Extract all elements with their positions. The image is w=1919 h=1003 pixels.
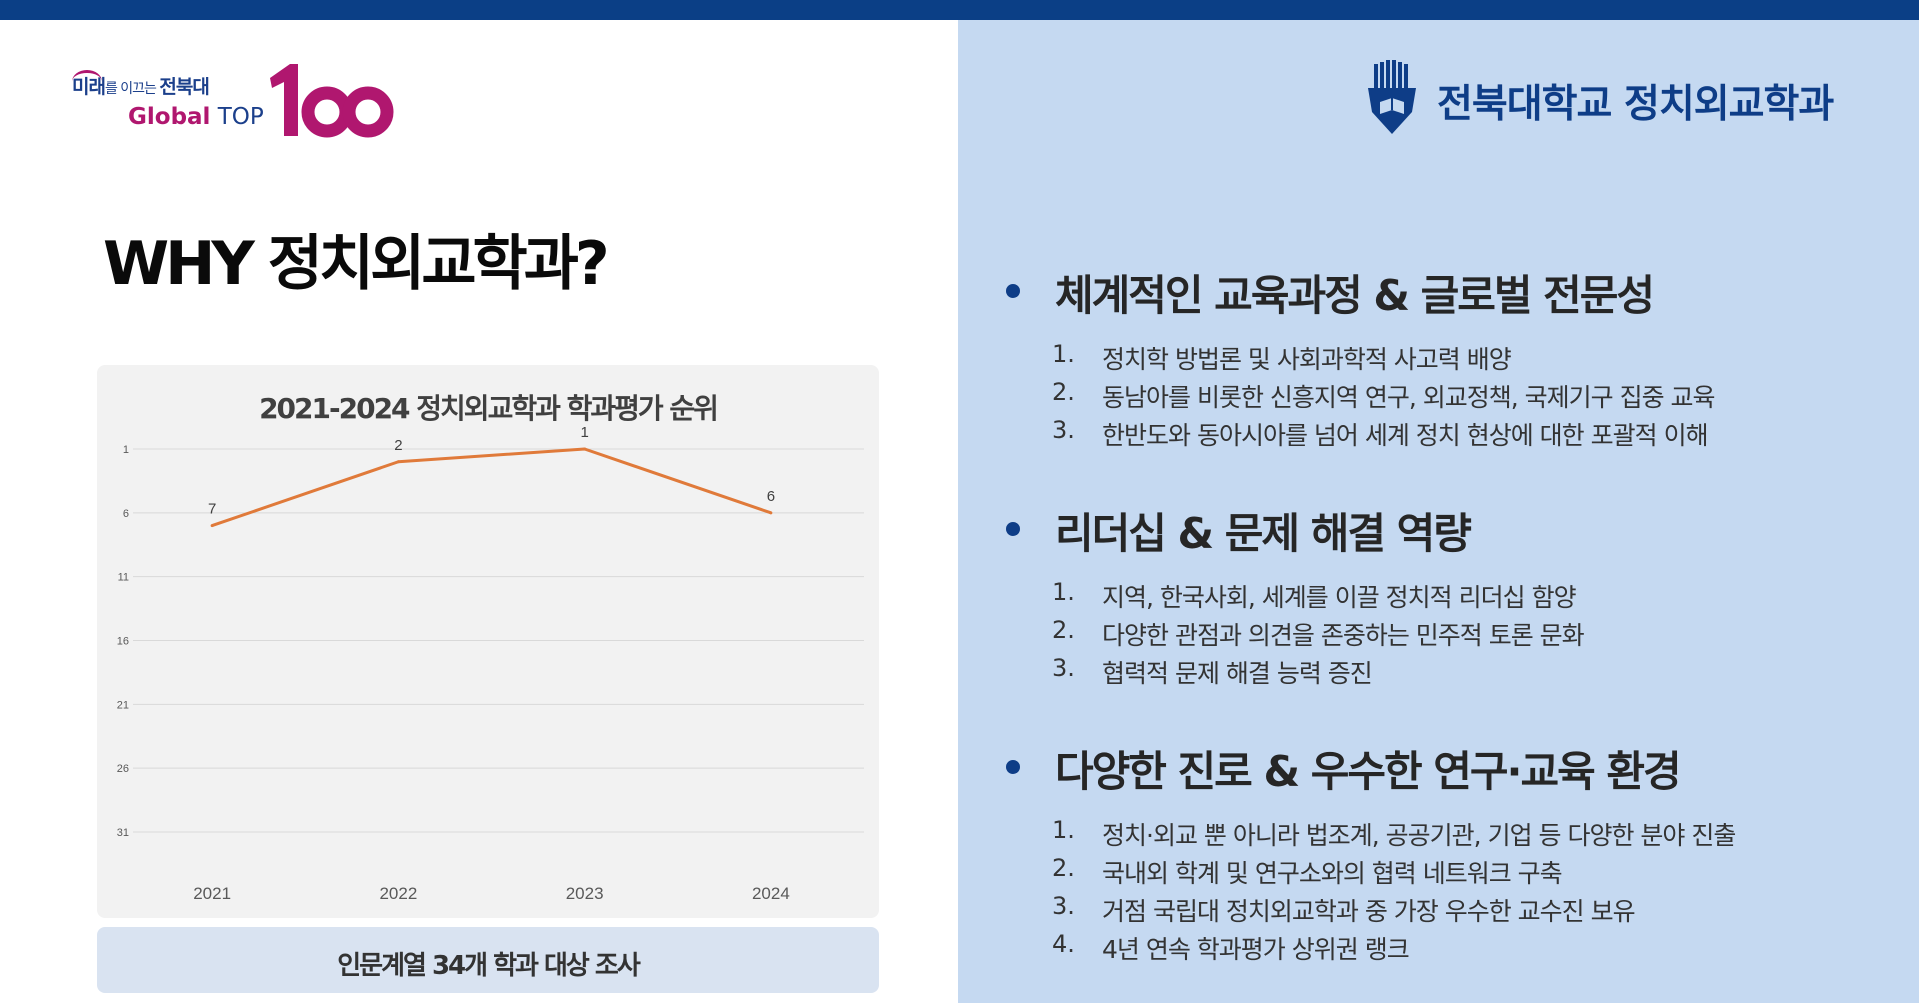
- section-title: 다양한 진로 & 우수한 연구·교육 환경: [1055, 747, 1682, 796]
- item-text: 동남아를 비롯한 신흥지역 연구, 외교정책, 국제기구 집중 교육: [1102, 383, 1716, 412]
- item-number: 3.: [1052, 892, 1075, 920]
- data-label: 7: [208, 501, 216, 518]
- data-point: [769, 511, 773, 515]
- data-point: [583, 447, 587, 451]
- item-number: 3.: [1052, 654, 1075, 682]
- section-header: 리더십 & 문제 해결 역량: [1000, 500, 1900, 560]
- data-point: [210, 524, 214, 528]
- item-number: 2.: [1052, 854, 1075, 882]
- logo-top: TOP: [210, 104, 264, 130]
- item-number: 3.: [1052, 416, 1075, 444]
- item-text: 거점 국립대 정치외교학과 중 가장 우수한 교수진 보유: [1102, 897, 1636, 926]
- section-career: 다양한 진로 & 우수한 연구·교육 환경 1. 정치·외교 뿐 아니라 법조계,…: [1000, 738, 1900, 964]
- x-tick-label: 2023: [566, 884, 604, 903]
- x-tick-label: 2024: [752, 884, 790, 903]
- logo-text-b: 를 이끄는: [104, 81, 160, 97]
- item-text: 다양한 관점과 의견을 존중하는 민주적 토론 문화: [1102, 621, 1585, 650]
- y-tick-label: 21: [117, 699, 129, 711]
- section-leadership: 리더십 & 문제 해결 역량 1. 지역, 한국사회, 세계를 이끌 정치적 리더…: [1000, 500, 1900, 688]
- y-tick-label: 11: [118, 572, 129, 584]
- y-tick-label: 26: [117, 763, 129, 775]
- logo-text-a: 미래: [72, 76, 106, 98]
- ranking-chart: 2021-2024 정치외교학과 학과평가 순위 1 6 11 16 21 26 31 202…: [97, 365, 879, 918]
- item-text: 지역, 한국사회, 세계를 이끌 정치적 리더십 함양: [1102, 583, 1577, 612]
- y-tick-label: 31: [117, 827, 129, 839]
- logo-slogan: 미래를 이끄는 전북대: [72, 72, 210, 99]
- logo-text-c: 전북대: [159, 76, 209, 98]
- logo-global-top: Global TOP: [128, 104, 264, 130]
- top-bar: [0, 0, 1919, 20]
- chart-title: 2021-2024 정치외교학과 학과평가 순위: [259, 392, 719, 425]
- y-tick-label: 16: [117, 636, 129, 648]
- section-title: 체계적인 교육과정 & 글로벌 전문성: [1055, 271, 1655, 320]
- global-top-100-logo: 미래를 이끄는 전북대 Global TOP: [72, 60, 394, 140]
- university-emblem-icon: [1368, 60, 1416, 134]
- item-text: 한반도와 동아시아를 넘어 세계 정치 현상에 대한 포괄적 이해: [1102, 421, 1709, 450]
- bullet-icon: [1006, 522, 1020, 536]
- section-header: 다양한 진로 & 우수한 연구·교육 환경: [1000, 738, 1900, 798]
- page-title: WHY 정치외교학과?: [103, 229, 610, 299]
- data-label: 2: [394, 437, 402, 454]
- y-tick-label: 6: [123, 508, 129, 520]
- y-tick-label: 1: [123, 444, 129, 456]
- section-title: 리더십 & 문제 해결 역량: [1055, 509, 1472, 558]
- data-label: 6: [767, 488, 775, 505]
- chart-note: 인문계열 34개 학과 대상 조사: [337, 951, 641, 981]
- item-text: 4년 연속 학과평가 상위권 랭크: [1102, 935, 1410, 964]
- bullet-icon: [1006, 760, 1020, 774]
- item-text: 정치·외교 뿐 아니라 법조계, 공공기관, 기업 등 다양한 분야 진출: [1102, 821, 1736, 850]
- x-tick-label: 2022: [379, 884, 417, 903]
- section-curriculum: 체계적인 교육과정 & 글로벌 전문성 1. 정치학 방법론 및 사회과학적 사고…: [1000, 262, 1900, 450]
- right-panel: [958, 20, 1919, 1003]
- chart-note-box: 인문계열 34개 학과 대상 조사: [97, 927, 879, 993]
- section-header: 체계적인 교육과정 & 글로벌 전문성: [1000, 262, 1900, 322]
- item-number: 2.: [1052, 378, 1075, 406]
- x-tick-label: 2021: [193, 884, 231, 903]
- logo-100-mark: [270, 64, 394, 138]
- item-number: 4.: [1052, 930, 1075, 958]
- series-line: [211, 447, 772, 528]
- university-name: 전북대학교 정치외교학과: [1437, 82, 1834, 127]
- data-label: 1: [580, 424, 588, 441]
- item-text: 협력적 문제 해결 능력 증진: [1102, 659, 1373, 688]
- item-text: 국내외 학계 및 연구소와의 협력 네트워크 구축: [1102, 859, 1563, 888]
- item-number: 1.: [1052, 578, 1075, 606]
- item-number: 2.: [1052, 616, 1075, 644]
- item-text: 정치학 방법론 및 사회과학적 사고력 배양: [1102, 345, 1512, 374]
- item-number: 1.: [1052, 816, 1075, 844]
- logo-swoosh-icon: [72, 70, 102, 93]
- data-point: [396, 460, 400, 464]
- bullet-icon: [1006, 284, 1020, 298]
- item-number: 1.: [1052, 340, 1075, 368]
- logo-global: Global: [128, 104, 211, 130]
